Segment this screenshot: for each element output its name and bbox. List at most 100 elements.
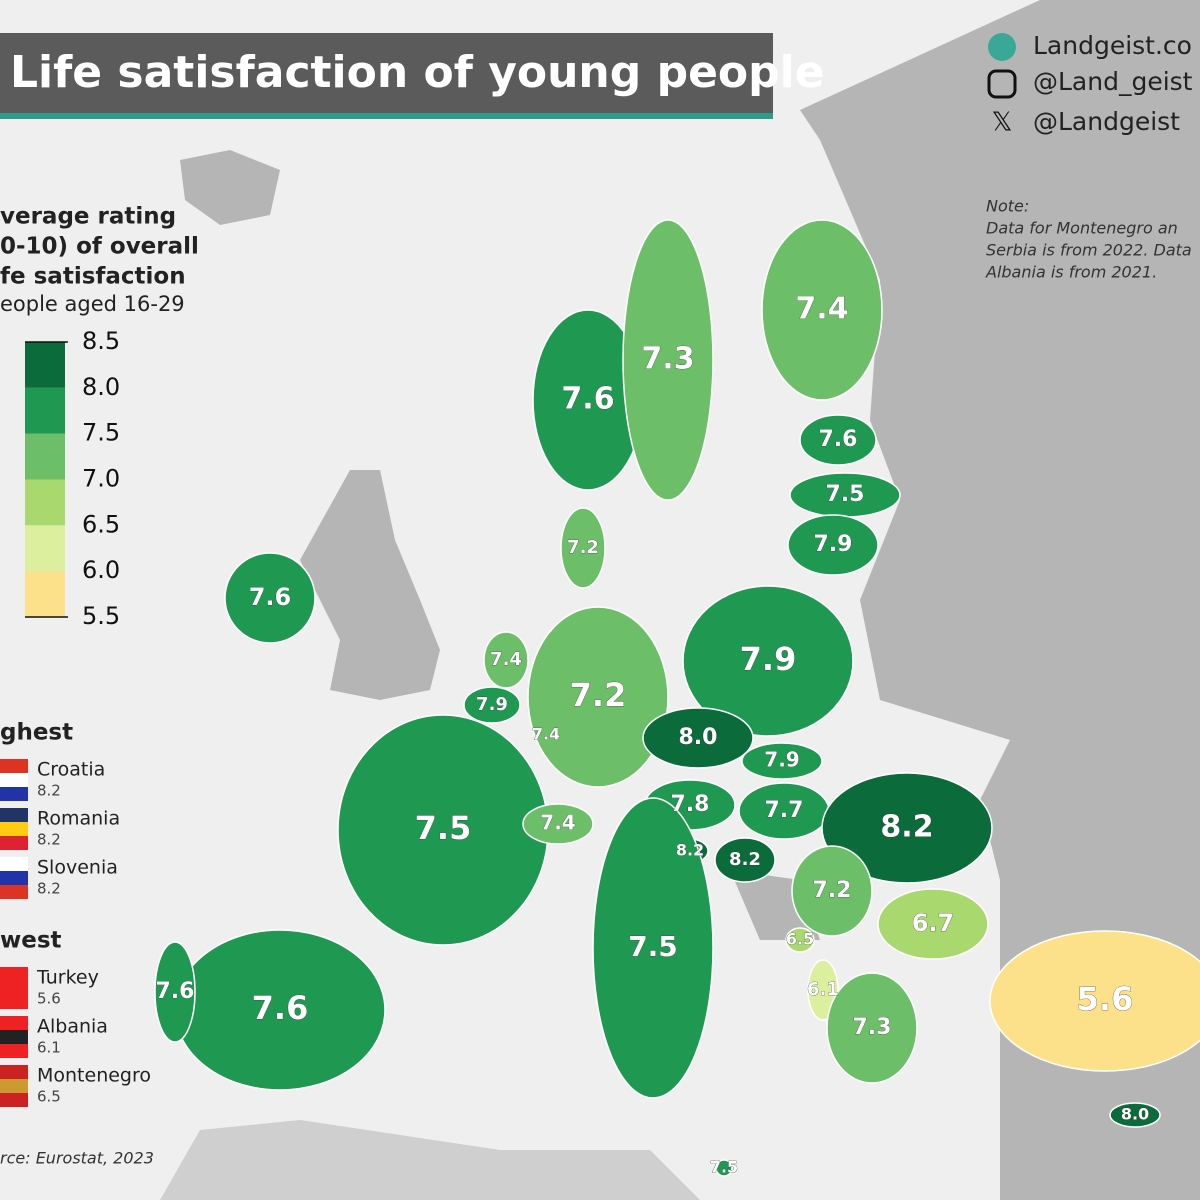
land-africa bbox=[160, 1120, 700, 1200]
flag bbox=[0, 1093, 28, 1107]
legend-tick-label: 7.0 bbox=[82, 465, 120, 493]
country bbox=[787, 514, 879, 576]
flag bbox=[0, 885, 28, 899]
land-east bbox=[800, 0, 1200, 1200]
country-label: 7.5 bbox=[710, 1158, 738, 1177]
legend-tick-label: 8.5 bbox=[82, 327, 120, 355]
legend-swatch bbox=[25, 342, 65, 388]
country-label: 6.7 bbox=[912, 909, 955, 937]
country bbox=[483, 631, 529, 689]
country bbox=[463, 686, 521, 724]
social-text: @Landgeist bbox=[1033, 107, 1180, 136]
highest-title: ghest bbox=[0, 720, 73, 746]
list-name: Turkey bbox=[36, 967, 99, 989]
x-icon: 𝕏 bbox=[992, 108, 1013, 138]
lowest-title: west bbox=[0, 928, 62, 954]
legend-swatch bbox=[25, 571, 65, 617]
country-label: 6.5 bbox=[786, 930, 814, 949]
legend-subtitle: eople aged 16-29 bbox=[0, 292, 185, 316]
legend-tick-label: 6.5 bbox=[82, 510, 120, 538]
country bbox=[682, 585, 854, 737]
country bbox=[642, 707, 754, 769]
title-underline bbox=[0, 113, 773, 119]
country-label: 8.0 bbox=[679, 725, 718, 750]
country-label: 6.1 bbox=[807, 979, 839, 1000]
flag bbox=[0, 967, 28, 981]
country-label: 8.0 bbox=[1121, 1105, 1149, 1124]
legend-swatch bbox=[25, 387, 65, 434]
title: Life satisfaction of young people bbox=[10, 47, 825, 98]
country-label: 7.9 bbox=[764, 748, 799, 772]
list-value: 8.2 bbox=[37, 782, 61, 800]
country bbox=[1109, 1102, 1161, 1128]
list-value: 5.6 bbox=[37, 990, 61, 1008]
note-line: Data for Montenegro an bbox=[986, 219, 1178, 238]
legend-swatch bbox=[25, 525, 65, 572]
flag bbox=[0, 773, 28, 787]
country-label: 7.3 bbox=[853, 1015, 892, 1040]
country-label: 7.4 bbox=[795, 292, 848, 327]
country-label: 7.6 bbox=[252, 989, 309, 1027]
country-label: 7.2 bbox=[570, 676, 627, 714]
country-label: 7.6 bbox=[819, 427, 858, 452]
list-value: 8.2 bbox=[37, 880, 61, 898]
flag bbox=[0, 1065, 28, 1079]
country bbox=[522, 803, 594, 845]
country-label: 8.2 bbox=[676, 841, 704, 860]
country-label: 7.8 bbox=[671, 792, 710, 817]
legend-title: fe satisfaction bbox=[0, 264, 186, 290]
flag bbox=[0, 1030, 28, 1044]
social-text: @Land_geist bbox=[1033, 67, 1193, 96]
flag bbox=[0, 1016, 28, 1030]
social-text: Landgeist.co bbox=[1033, 31, 1192, 60]
land-iceland bbox=[180, 150, 280, 225]
land-uk bbox=[300, 470, 440, 700]
country bbox=[877, 888, 989, 960]
note-title: Note: bbox=[986, 197, 1029, 216]
country-label: 7.2 bbox=[813, 878, 852, 903]
country bbox=[785, 927, 815, 953]
country-label: 8.2 bbox=[729, 849, 761, 870]
country-label: 7.9 bbox=[740, 640, 797, 678]
legend-title: verage rating bbox=[0, 204, 176, 230]
flag bbox=[0, 981, 28, 995]
country-label: 7.3 bbox=[641, 342, 694, 377]
legend-swatch bbox=[25, 479, 65, 526]
country bbox=[741, 742, 823, 780]
list-value: 8.2 bbox=[37, 831, 61, 849]
list-name: Slovenia bbox=[37, 857, 118, 879]
flag bbox=[0, 759, 28, 773]
flag bbox=[0, 787, 28, 801]
country bbox=[821, 772, 993, 884]
source: rce: Eurostat, 2023 bbox=[0, 1149, 154, 1168]
list-name: Romania bbox=[37, 808, 120, 830]
flag bbox=[0, 857, 28, 871]
country-label: 7.5 bbox=[415, 809, 472, 847]
flag bbox=[0, 1079, 28, 1093]
note-line: Albania is from 2021. bbox=[985, 263, 1157, 282]
legend-tick-label: 8.0 bbox=[82, 373, 120, 401]
flag bbox=[0, 836, 28, 850]
list-value: 6.5 bbox=[37, 1088, 61, 1106]
country-label: 7.7 bbox=[765, 798, 804, 823]
country bbox=[989, 930, 1200, 1072]
legend-title: 0-10) of overall bbox=[0, 234, 199, 260]
flag bbox=[0, 808, 28, 822]
country-label: 7.4 bbox=[540, 811, 575, 835]
flag bbox=[0, 822, 28, 836]
list-name: Albania bbox=[37, 1016, 108, 1038]
country bbox=[799, 414, 877, 466]
country-label: 7.4 bbox=[490, 649, 522, 670]
country-label: 8.2 bbox=[880, 810, 933, 845]
country bbox=[826, 972, 918, 1084]
legend-tick-label: 7.5 bbox=[82, 419, 120, 447]
flag bbox=[0, 995, 28, 1009]
list-name: Croatia bbox=[37, 759, 105, 781]
note-line: Serbia is from 2022. Data bbox=[986, 241, 1192, 260]
flag bbox=[0, 1044, 28, 1058]
country bbox=[761, 219, 883, 401]
legend-tick-label: 5.5 bbox=[82, 602, 120, 630]
country-label: 7.4 bbox=[532, 725, 560, 744]
